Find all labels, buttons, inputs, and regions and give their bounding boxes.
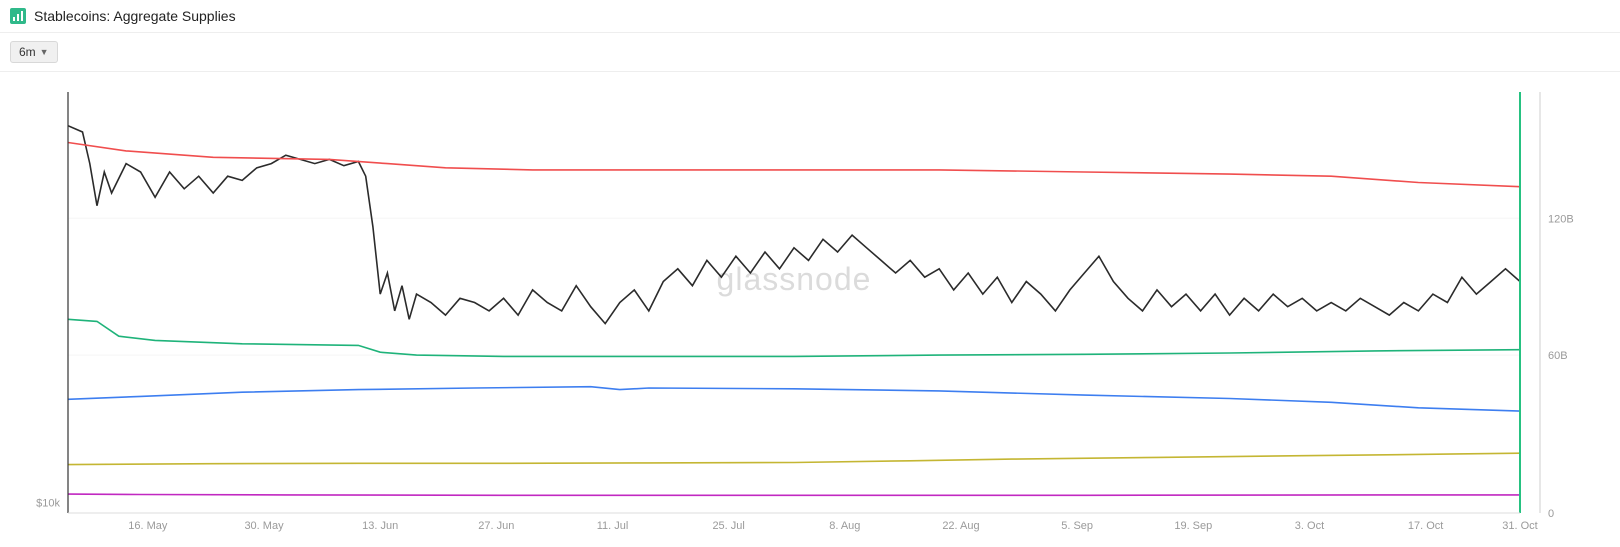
svg-text:3. Oct: 3. Oct: [1295, 520, 1324, 532]
svg-text:30. May: 30. May: [244, 520, 284, 532]
svg-text:16. May: 16. May: [128, 520, 168, 532]
svg-text:8. Aug: 8. Aug: [829, 520, 860, 532]
svg-text:25. Jul: 25. Jul: [712, 520, 744, 532]
time-range-label: 6m: [19, 45, 36, 59]
svg-text:5. Sep: 5. Sep: [1061, 520, 1093, 532]
chevron-down-icon: ▼: [40, 47, 49, 57]
svg-text:17. Oct: 17. Oct: [1408, 520, 1443, 532]
svg-text:19. Sep: 19. Sep: [1174, 520, 1212, 532]
svg-text:22. Aug: 22. Aug: [942, 520, 979, 532]
svg-text:60B: 60B: [1548, 350, 1568, 362]
svg-text:glassnode: glassnode: [717, 261, 872, 297]
svg-text:120B: 120B: [1548, 213, 1574, 225]
svg-text:$10k: $10k: [36, 498, 60, 510]
chart-toolbar: 6m ▼: [0, 33, 1620, 72]
svg-text:0: 0: [1548, 508, 1554, 520]
svg-text:27. Jun: 27. Jun: [478, 520, 514, 532]
chart-area[interactable]: glassnode $10k 0 60B 120B 16. May 30. May 13. J…: [0, 72, 1620, 543]
stats-icon: [10, 8, 26, 24]
svg-text:31. Oct: 31. Oct: [1502, 520, 1537, 532]
chart-title: Stablecoins: Aggregate Supplies: [34, 8, 236, 24]
svg-text:13. Jun: 13. Jun: [362, 520, 398, 532]
svg-text:11. Jul: 11. Jul: [597, 520, 629, 532]
line-chart: glassnode $10k 0 60B 120B 16. May 30. May 13. J…: [0, 72, 1620, 543]
chart-header: Stablecoins: Aggregate Supplies: [0, 0, 1620, 33]
time-range-select[interactable]: 6m ▼: [10, 41, 58, 63]
